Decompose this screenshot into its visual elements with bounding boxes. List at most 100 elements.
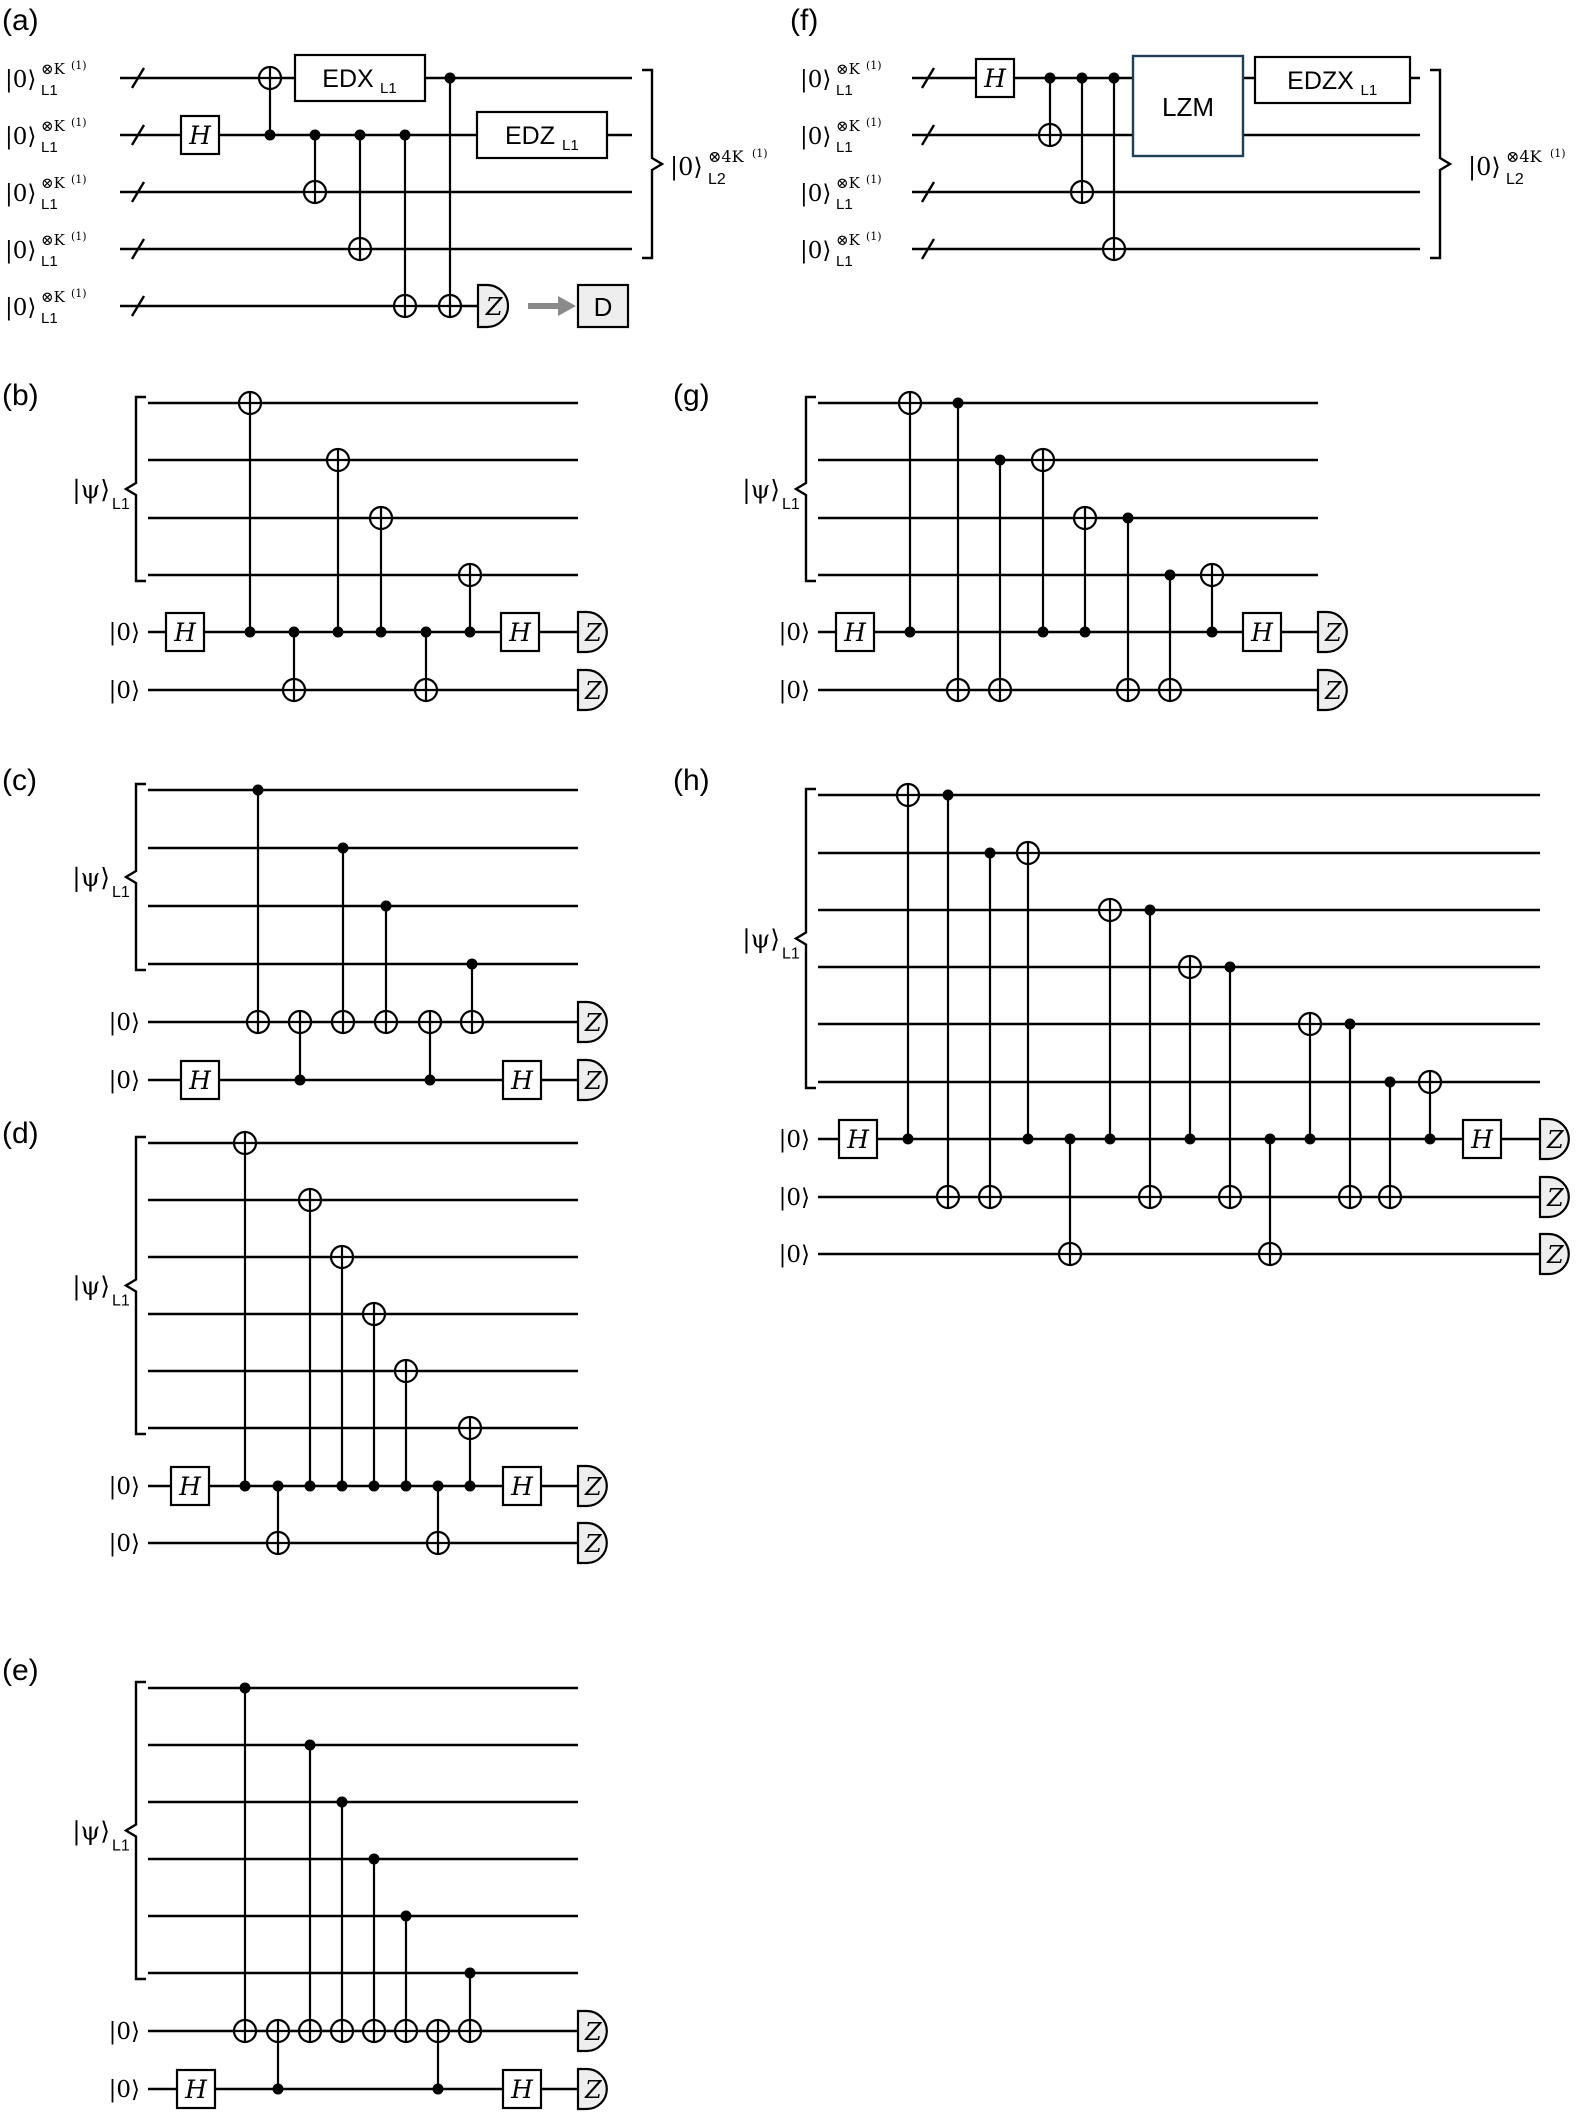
brace	[123, 1680, 146, 1981]
cnot-target	[257, 65, 283, 91]
svg-text:L1: L1	[782, 946, 800, 963]
svg-text:(1): (1)	[71, 116, 87, 129]
control-dot	[984, 847, 996, 859]
panel-label: (c)	[2, 764, 37, 797]
cnot-target	[265, 2018, 291, 2044]
cnot-target	[1337, 1184, 1363, 1210]
cnot-target	[1177, 954, 1203, 980]
svg-text:H: H	[508, 618, 532, 647]
cnot-target	[287, 1009, 313, 1035]
svg-text:(1): (1)	[71, 230, 87, 243]
circuit-e: |0⟩ |0⟩ |ψ⟩L1 H H Z Z	[72, 1680, 608, 2111]
cnot-target	[1037, 122, 1063, 148]
ket-zero-l1-label: |0⟩ ⊗K (1) L1	[800, 230, 882, 270]
svg-text:⊗K: ⊗K	[41, 288, 66, 306]
control-dot	[1108, 72, 1120, 84]
svg-text:⊗K: ⊗K	[836, 117, 861, 135]
svg-text:⊗K: ⊗K	[836, 231, 861, 249]
control-dot	[1144, 904, 1156, 916]
svg-text:|0⟩: |0⟩	[5, 238, 36, 264]
cnot-target	[425, 1530, 451, 1556]
svg-text:|ψ⟩: |ψ⟩	[72, 475, 110, 505]
measurement-z: Z	[576, 1464, 608, 1508]
cnot-target	[281, 677, 307, 703]
svg-text:LZM: LZM	[1162, 92, 1214, 122]
control-dot	[1064, 1133, 1076, 1145]
svg-text:|0⟩: |0⟩	[800, 67, 831, 93]
control-dot	[380, 900, 392, 912]
cnot-target	[302, 179, 328, 205]
control-dot	[264, 129, 276, 141]
svg-text:H: H	[184, 2075, 208, 2104]
control-dot	[1264, 1133, 1276, 1145]
cnot-target	[1157, 677, 1183, 703]
edzx-gate: EDZX L1	[1253, 55, 1412, 105]
hadamard-gate: H	[164, 611, 206, 653]
panel-label: (h)	[673, 764, 710, 797]
lzm-gate: LZM	[1131, 54, 1245, 158]
svg-text:L1: L1	[1361, 82, 1378, 99]
cnot-target	[1057, 1241, 1083, 1267]
hadamard-gate: H	[974, 57, 1016, 99]
control-dot	[294, 1074, 306, 1086]
svg-text:Z: Z	[584, 619, 603, 647]
svg-text:Z: Z	[1324, 619, 1343, 647]
circuit-a: |0⟩ ⊗K (1) L1 |0⟩ ⊗K (1) L1 |0⟩ ⊗K (1) L1 |0⟩ ⊗K (1) L1…	[5, 53, 768, 329]
hadamard-gate: H	[837, 1118, 879, 1160]
control-dot	[432, 1480, 444, 1492]
svg-text:EDX: EDX	[322, 65, 374, 93]
ket-zero-label: |0⟩	[779, 1185, 810, 1211]
svg-text:L1: L1	[836, 253, 853, 270]
ket-zero-label: |0⟩	[109, 2019, 140, 2045]
svg-text:L1: L1	[41, 196, 58, 213]
svg-text:Z: Z	[584, 1067, 603, 1095]
svg-text:⊗K: ⊗K	[41, 174, 66, 192]
svg-text:(1): (1)	[1550, 147, 1566, 160]
svg-text:⊗K: ⊗K	[836, 174, 861, 192]
cnot-target	[232, 1130, 258, 1156]
control-dot	[1076, 72, 1088, 84]
svg-text:|0⟩: |0⟩	[800, 238, 831, 264]
svg-text:Z: Z	[1546, 1184, 1565, 1212]
svg-text:Z: Z	[1546, 1241, 1565, 1269]
svg-text:H: H	[173, 618, 197, 647]
svg-text:Z: Z	[584, 677, 603, 705]
control-dot	[464, 1967, 476, 1979]
ket-zero-label: |0⟩	[109, 678, 140, 704]
svg-text:H: H	[188, 1066, 212, 1095]
svg-text:|0⟩: |0⟩	[5, 295, 36, 321]
edz-gate: EDZ L1	[475, 110, 609, 160]
cnot-target	[373, 1009, 399, 1035]
svg-text:L1: L1	[782, 496, 800, 513]
cnot-target	[393, 1358, 419, 1384]
edx-gate: EDX L1	[293, 53, 427, 103]
ket-zero-label: |0⟩	[109, 1010, 140, 1036]
psi-register-label: |ψ⟩L1	[742, 925, 800, 963]
svg-text:(1): (1)	[866, 230, 882, 243]
cnot-target	[325, 447, 351, 473]
control-dot	[244, 626, 256, 638]
cnot-target	[329, 2018, 355, 2044]
svg-text:L1: L1	[112, 1838, 130, 1855]
svg-text:|ψ⟩: |ψ⟩	[742, 925, 780, 955]
control-dot	[272, 2083, 284, 2095]
cnot-target	[413, 677, 439, 703]
svg-text:⊗4K: ⊗4K	[1506, 147, 1543, 166]
control-dot	[466, 958, 478, 970]
control-dot	[952, 397, 964, 409]
measurement-z: Z	[1538, 1232, 1570, 1276]
ket-zero-label: |0⟩	[109, 1531, 140, 1557]
cnot-target	[297, 2018, 323, 2044]
control-dot	[304, 1739, 316, 1751]
svg-text:L1: L1	[112, 884, 130, 901]
hadamard-gate: H	[501, 1465, 543, 1507]
control-dot	[1022, 1133, 1034, 1145]
brace	[1430, 68, 1453, 260]
control-dot	[239, 1480, 251, 1492]
cnot-target	[945, 677, 971, 703]
panel-label: (a)	[2, 4, 39, 37]
svg-text:H: H	[846, 1125, 870, 1154]
circuit-d: |0⟩ |0⟩ |ψ⟩L1 H H Z Z	[72, 1130, 608, 1565]
cnot-target	[232, 2018, 258, 2044]
svg-text:L1: L1	[836, 82, 853, 99]
